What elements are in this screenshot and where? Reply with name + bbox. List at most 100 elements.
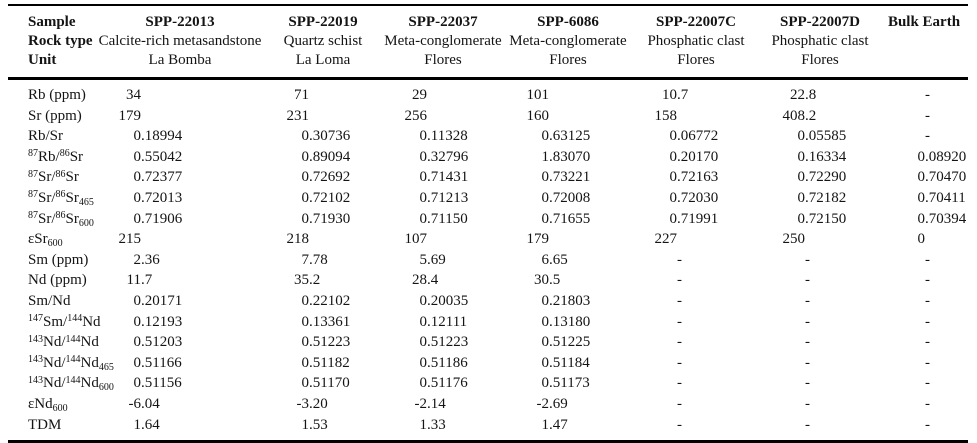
value-integer-part: 0 — [541, 169, 550, 186]
value-fraction-part: - — [925, 313, 930, 330]
rock-type: Quartz schist — [283, 33, 363, 49]
table-row-87sr-86sr-465: 87Sr/86Sr465 0.72013 0.72102 0.71213 0.72008… — [8, 188, 968, 209]
value-integer-part — [652, 250, 677, 271]
value-fraction-part: - — [925, 272, 930, 289]
value-fraction-part: .51203 — [141, 334, 183, 351]
table-row-87sr-86sr-600: 87Sr/86Sr600 0.71906 0.71930 0.71150 0.71655… — [8, 209, 968, 230]
value-integer-part: 0 — [301, 313, 310, 330]
row-label-143nd-144nd: 143Nd/144Nd — [8, 332, 99, 353]
label-text: Sr/ — [38, 189, 56, 206]
label-text: TDM — [28, 416, 62, 433]
value-integer-part — [652, 415, 677, 436]
label-text: Sm/ — [43, 313, 68, 330]
value-fraction-part: .51182 — [309, 354, 350, 371]
value-integer-part: 0 — [419, 189, 428, 206]
label-text: Nd/ — [43, 354, 66, 371]
table-row-rb-ppm: Rb (ppm) 34 71 29 101 10.7 22.8 - — [8, 79, 968, 106]
value-fraction-part: .70411 — [925, 189, 966, 206]
row-label-rb-ppm: Rb (ppm) — [8, 79, 96, 106]
value-integer-part: 0 — [301, 189, 310, 206]
table-header: Sample Rock type Unit SPP-22013 Calcite-r… — [8, 5, 968, 80]
value-integer-part: 0 — [797, 169, 806, 186]
label-text: Nd — [80, 375, 99, 392]
value-fraction-part: .21803 — [549, 292, 591, 309]
cell-87sr-86sr-600-spp-22037: 0.71150 — [382, 209, 504, 230]
value-integer-part: 256 — [404, 107, 428, 124]
value-fraction-part: - — [677, 272, 682, 289]
label-sup: 87 — [28, 189, 38, 201]
value-integer-part: 0 — [797, 210, 806, 227]
table-row-147sm-144nd: 147Sm/144Nd 0.12193 0.13361 0.12111 0.13180 … — [8, 312, 968, 333]
value-integer-part — [900, 373, 925, 394]
value-fraction-part: .13361 — [309, 313, 351, 330]
value-integer-part: 0 — [541, 354, 550, 371]
label-text: Nd/ — [43, 375, 66, 392]
isotope-data-table: Sample Rock type Unit SPP-22013 Calcite-r… — [8, 4, 968, 443]
row-label-sm-nd: Sm/Nd — [8, 291, 96, 312]
value-integer-part: 218 — [286, 231, 310, 248]
cell-sm-ppm-spp-22037: 5.69 — [382, 250, 504, 271]
value-integer-part: 0 — [669, 169, 678, 186]
value-fraction-part: .73221 — [549, 169, 591, 186]
table-row-rb-sr: Rb/Sr 0.18994 0.30736 0.11328 0.63125 0.06772… — [8, 126, 968, 147]
label-text: Rb (ppm) — [28, 87, 86, 103]
label-sub: 465 — [98, 361, 114, 373]
cell-143nd-144nd-600-bulk-earth: - — [880, 373, 968, 394]
cell-end-600-spp-6086: -2.69 — [504, 394, 632, 415]
label-sup: 147 — [28, 313, 43, 325]
label-text: Nd — [80, 334, 99, 351]
cell-nd-ppm-spp-22019: 35.2 — [264, 270, 382, 291]
value-integer-part: 0 — [669, 148, 678, 165]
unit: La Bomba — [148, 52, 212, 68]
value-integer-part: 0 — [301, 148, 310, 165]
value-fraction-part: - — [677, 395, 682, 412]
value-fraction-part: .12193 — [141, 313, 183, 330]
value-integer-part: 0 — [917, 231, 926, 248]
value-integer-part: 160 — [526, 107, 550, 124]
value-fraction-part: - — [677, 292, 682, 309]
cell-rb-sr-spp-22007c: 0.06772 — [632, 126, 760, 147]
value-integer-part: 5 — [419, 251, 428, 268]
cell-143nd-144nd-spp-22007d: - — [760, 332, 880, 353]
value-fraction-part: - — [925, 107, 930, 124]
value-fraction-part: .71906 — [141, 210, 183, 227]
value-integer-part: 71 — [294, 87, 309, 103]
value-fraction-part: .08920 — [925, 148, 967, 165]
cell-87sr-86sr-600-bulk-earth: 0.70394 — [880, 209, 968, 230]
table-row-143nd-144nd: 143Nd/144Nd 0.51203 0.51223 0.51223 0.51225 … — [8, 332, 968, 353]
row-label-87rb-86sr: 87Rb/86Sr — [8, 147, 96, 168]
cell-sr-ppm-spp-22007c: 158 — [632, 106, 760, 127]
sample-id: SPP-22007C — [656, 14, 736, 30]
label-sub: 600 — [52, 402, 68, 414]
value-integer-part — [900, 394, 925, 415]
label-text: Rb/Sr — [28, 128, 64, 145]
cell-147sm-144nd-spp-22019: 0.13361 — [264, 312, 382, 333]
table-row-nd-ppm: Nd (ppm) 11.7 35.2 28.4 30.5 - - - — [8, 270, 968, 291]
value-integer-part: 11 — [126, 272, 141, 289]
cell-end-600-spp-22013: -6.04 — [96, 394, 264, 415]
value-integer-part: 0 — [541, 189, 550, 206]
value-fraction-part: .14 — [427, 395, 446, 412]
value-fraction-part: .70470 — [925, 169, 967, 186]
cell-87sr-86sr-465-bulk-earth: 0.70411 — [880, 188, 968, 209]
value-integer-part: 2 — [133, 251, 142, 268]
cell-87sr-86sr-spp-22013: 0.72377 — [96, 167, 264, 188]
cell-sm-nd-spp-22037: 0.20035 — [382, 291, 504, 312]
value-fraction-part: .72182 — [805, 189, 847, 206]
value-fraction-part: .64 — [141, 416, 160, 433]
cell-rb-sr-bulk-earth: - — [880, 126, 968, 147]
value-integer-part: 0 — [669, 189, 678, 206]
cell-143nd-144nd-spp-22037: 0.51223 — [382, 332, 504, 353]
cell-nd-ppm-bulk-earth: - — [880, 270, 968, 291]
label-text: εSr — [28, 231, 48, 248]
value-integer-part — [652, 353, 677, 374]
label-sup: 143 — [28, 354, 43, 366]
value-fraction-part: .51170 — [309, 375, 350, 392]
cell-esr-600-spp-6086: 179 — [504, 229, 632, 250]
value-integer-part: 0 — [797, 148, 806, 165]
value-fraction-part: - — [925, 87, 930, 103]
sample-id: SPP-6086 — [537, 14, 599, 30]
value-fraction-part: - — [677, 313, 682, 330]
cell-sr-ppm-spp-22037: 256 — [382, 106, 504, 127]
value-fraction-part: .20170 — [677, 148, 719, 165]
